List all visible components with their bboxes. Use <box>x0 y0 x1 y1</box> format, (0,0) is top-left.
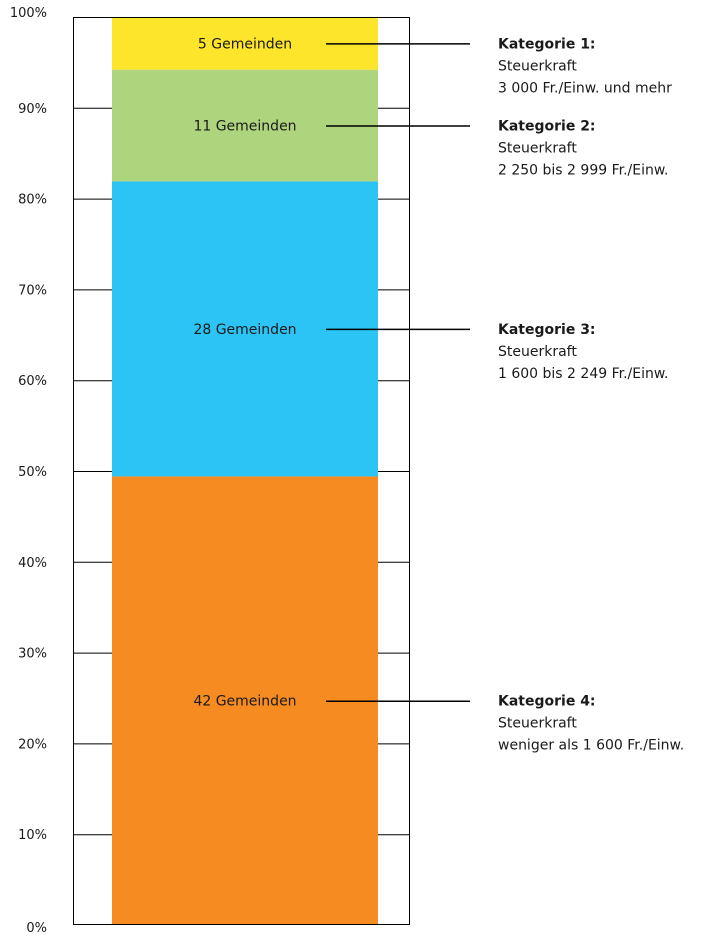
category-line1-kat2: Steuerkraft <box>498 141 577 157</box>
segment-label-kat2: 11 Gemeinden <box>193 119 296 135</box>
y-tick-label: 20% <box>18 737 47 752</box>
category-title-kat2: Kategorie 2: <box>498 119 596 135</box>
category-line2-kat4: weniger als 1 600 Fr./Einw. <box>498 738 684 754</box>
y-tick-label: 100% <box>10 6 47 21</box>
y-tick-label: 90% <box>18 102 47 117</box>
y-tick-label: 30% <box>18 647 47 662</box>
y-tick-label: 40% <box>18 556 47 571</box>
y-axis-tick-labels: 0% 10% 20% 30% 40% 50% 60% 70% 80% 90% 100% <box>10 6 47 936</box>
segment-labels: 42 Gemeinden 28 Gemeinden 11 Gemeinden 5 Ge… <box>193 36 296 709</box>
y-tick-label: 50% <box>18 465 47 480</box>
category-title-kat1: Kategorie 1: <box>498 36 596 52</box>
category-line1-kat4: Steuerkraft <box>498 716 577 732</box>
category-line1-kat1: Steuerkraft <box>498 58 577 74</box>
category-line2-kat2: 2 250 bis 2 999 Fr./Einw. <box>498 163 668 179</box>
category-line2-kat1: 3 000 Fr./Einw. und mehr <box>498 80 672 96</box>
y-tick-label: 10% <box>18 828 47 843</box>
category-line1-kat3: Steuerkraft <box>498 344 577 360</box>
y-tick-label: 0% <box>26 921 47 936</box>
y-tick-label: 70% <box>18 283 47 298</box>
segment-label-kat1: 5 Gemeinden <box>198 36 292 52</box>
category-annotations: Kategorie 4: Steuerkraft weniger als 1 600… <box>326 36 684 754</box>
category-line2-kat3: 1 600 bis 2 249 Fr./Einw. <box>498 366 668 382</box>
bar-segments <box>112 17 378 925</box>
y-tick-label: 80% <box>18 193 47 208</box>
segment-label-kat3: 28 Gemeinden <box>193 322 296 338</box>
y-tick-label: 60% <box>18 374 47 389</box>
category-title-kat3: Kategorie 3: <box>498 322 596 338</box>
plot-frame <box>73 17 410 925</box>
category-title-kat4: Kategorie 4: <box>498 694 596 710</box>
segment-label-kat4: 42 Gemeinden <box>193 694 296 710</box>
